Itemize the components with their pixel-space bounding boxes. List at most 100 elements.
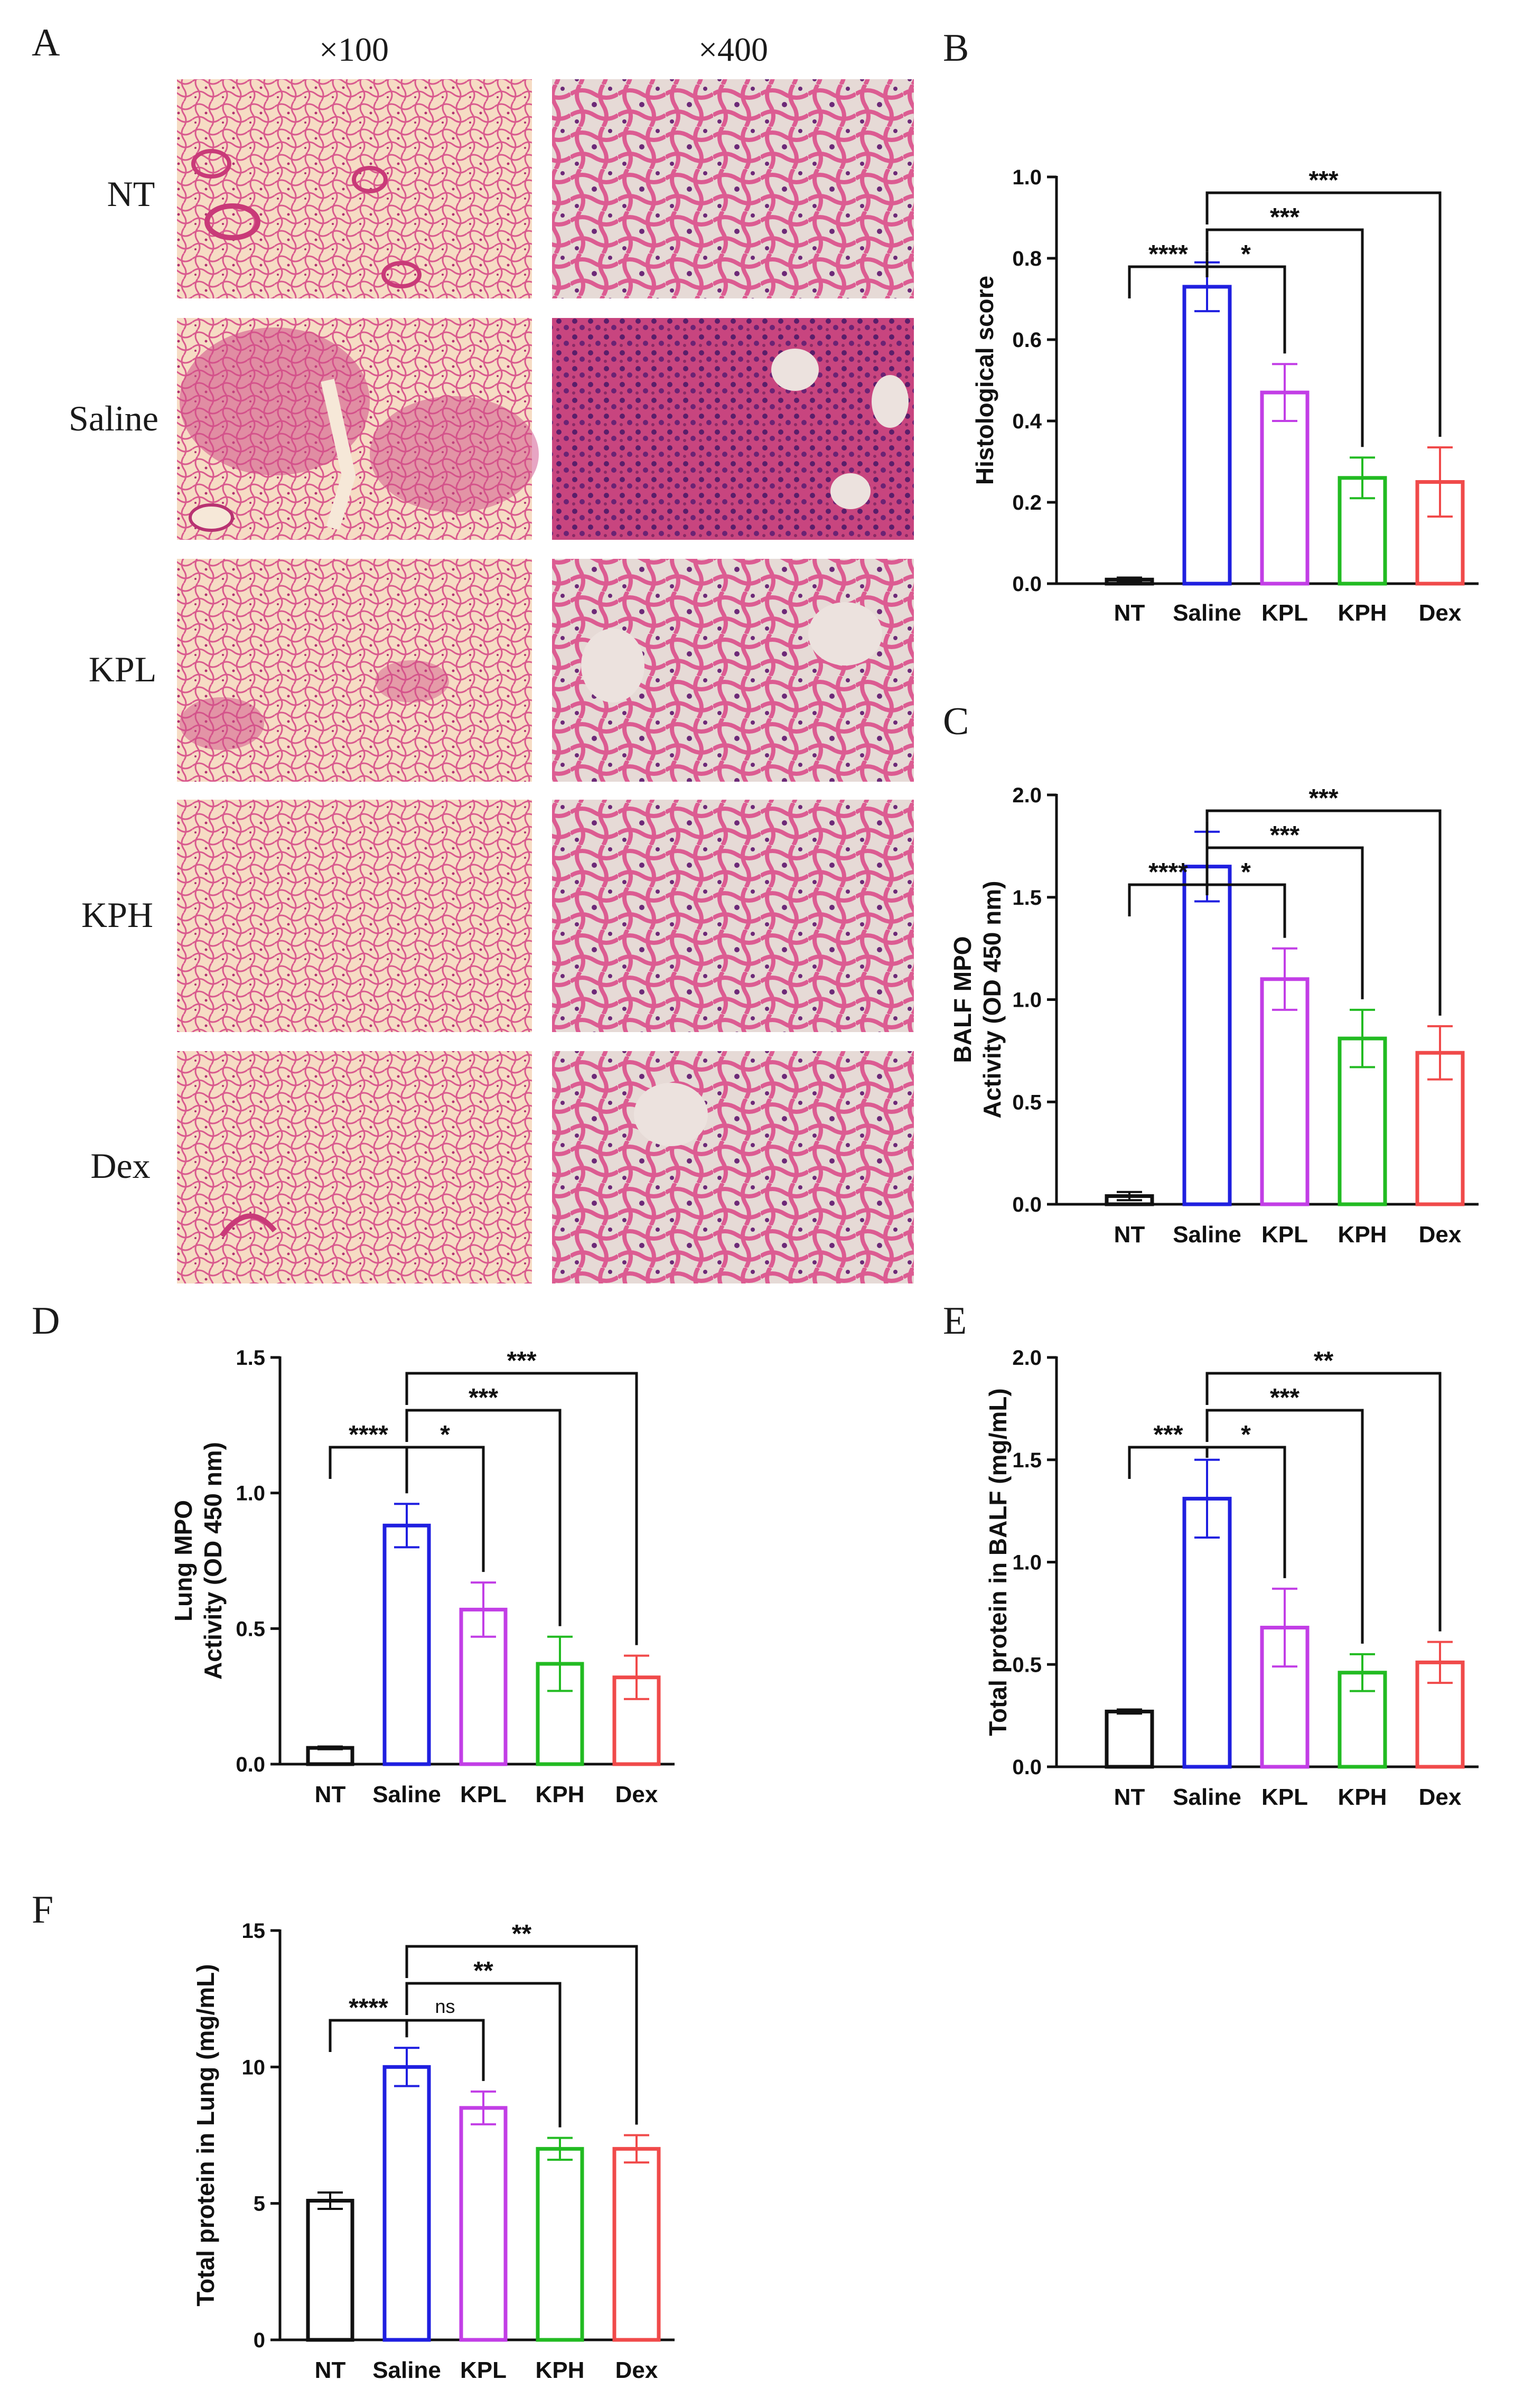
row-label-kpl: KPL — [89, 649, 156, 689]
significance-bracket — [1205, 228, 1364, 447]
bar-saline — [1182, 285, 1232, 586]
y-tick-label: 10 — [242, 2056, 266, 2079]
panel-letter-f: F — [32, 1888, 53, 1932]
significance-label: *** — [469, 1384, 498, 1412]
panel-letter-c: C — [943, 700, 969, 743]
significance-bracket — [405, 1446, 485, 1572]
micrograph-kpl-100x — [177, 559, 532, 782]
y-tick-label: 0.6 — [1012, 329, 1042, 352]
significance-label: *** — [507, 1347, 536, 1375]
significance-bracket — [405, 1982, 562, 2128]
micrograph-dex-400x — [552, 1051, 914, 1283]
micrograph-kph-400x — [552, 800, 914, 1032]
y-tick-label: 1.0 — [1012, 1551, 1042, 1575]
bar-nt — [306, 2199, 354, 2342]
y-axis-title: Total protein in BALF (mg/mL) — [984, 1388, 1012, 1736]
y-axis-title-line: Activity (OD 450 nm) — [978, 881, 1006, 1119]
category-label-saline: Saline — [372, 2357, 441, 2383]
panel-a: A ×100 ×400 NT Saline — [32, 21, 914, 1283]
significance-label: * — [1241, 1421, 1251, 1449]
significance-label: ns — [435, 1995, 455, 2017]
y-axis-title: Total protein in Lung (mg/mL) — [192, 1964, 219, 2306]
y-axis-title-line: BALF MPO — [949, 936, 976, 1063]
y-tick-label: 0.0 — [1012, 573, 1042, 596]
category-label-kph: KPH — [536, 2357, 585, 2383]
y-tick-label: 0.0 — [1012, 1193, 1042, 1216]
category-label-saline: Saline — [1173, 1222, 1241, 1248]
y-tick-label: 1.0 — [1012, 989, 1042, 1012]
row-label-saline: Saline — [69, 398, 158, 438]
category-label-nt: NT — [1114, 600, 1145, 626]
y-tick-label: 2.0 — [1012, 1346, 1042, 1370]
panel-b-chart: B 0.0 0.2 0.4 0.6 0.8 1.0 Histological score NT S… — [943, 26, 1479, 626]
y-tick-label: 1.0 — [236, 1482, 265, 1505]
y-tick-label: 0.5 — [1012, 1653, 1042, 1676]
y-tick-label: 1.0 — [1012, 166, 1042, 189]
category-label-nt: NT — [315, 2357, 346, 2383]
significance-bracket — [1205, 191, 1442, 437]
significance-label: *** — [1308, 784, 1338, 812]
y-tick-label: 2.0 — [1012, 784, 1042, 807]
magnification-label-400: ×400 — [698, 31, 768, 68]
category-label-kph: KPH — [1338, 1222, 1387, 1248]
micrograph-saline-100x — [177, 318, 539, 540]
significance-label: *** — [1308, 166, 1338, 194]
y-tick-label: 15 — [242, 1919, 266, 1943]
micrograph-kph-100x — [177, 800, 532, 1032]
category-label-nt: NT — [1114, 1222, 1145, 1248]
significance-bracket — [1205, 821, 1364, 999]
significance-bracket — [1205, 1409, 1364, 1644]
category-label-dex: Dex — [1419, 600, 1462, 626]
micrograph-nt-400x — [552, 79, 914, 298]
significance-label: *** — [1270, 821, 1299, 849]
bar-kph — [536, 1662, 584, 1766]
panel-letter-e: E — [943, 1299, 967, 1343]
category-label-saline: Saline — [1173, 600, 1241, 626]
panel-letter-d: D — [32, 1299, 60, 1343]
significance-label: **** — [349, 1421, 388, 1449]
significance-label: **** — [349, 1994, 388, 2022]
y-tick-label: 1.5 — [1012, 886, 1042, 910]
magnification-label-100: ×100 — [319, 31, 389, 68]
y-tick-label: 0.2 — [1012, 491, 1042, 514]
category-label-dex: Dex — [1419, 1784, 1462, 1810]
category-label-dex: Dex — [615, 1782, 658, 1807]
category-label-kpl: KPL — [460, 1782, 507, 1807]
significance-label: *** — [1270, 203, 1299, 231]
panel-letter-b: B — [943, 26, 969, 70]
significance-label: **** — [1148, 858, 1188, 886]
category-label-saline: Saline — [1173, 1784, 1241, 1810]
panel-letter-a: A — [32, 21, 60, 64]
y-tick-label: 0.4 — [1012, 410, 1042, 433]
panel-f-chart: F 0 5 10 15 Total protein in Lung (mg/mL) NT Sa… — [32, 1888, 675, 2383]
y-tick-label: 0.0 — [1012, 1756, 1042, 1779]
significance-bracket — [405, 1372, 638, 1645]
significance-label: **** — [1148, 240, 1188, 268]
category-label-dex: Dex — [1419, 1222, 1462, 1248]
bar-kpl — [459, 2106, 508, 2342]
micrograph-nt-100x — [177, 79, 532, 298]
significance-label: ** — [512, 1920, 532, 1948]
y-axis-title-line: Activity (OD 450 nm) — [199, 1442, 227, 1680]
significance-label: ** — [473, 1957, 493, 1985]
significance-bracket — [1205, 821, 1286, 938]
category-label-kph: KPH — [1338, 1784, 1387, 1810]
y-tick-label: 0.8 — [1012, 247, 1042, 270]
bar-kpl — [1260, 390, 1310, 586]
bar-nt — [1105, 1709, 1154, 1769]
category-label-kpl: KPL — [1261, 1222, 1308, 1248]
bar-nt — [306, 1746, 354, 1766]
y-tick-label: 0 — [254, 2329, 265, 2352]
category-label-kph: KPH — [1338, 600, 1387, 626]
significance-bracket — [1205, 251, 1286, 354]
y-axis-title: Lung MPOActivity (OD 450 nm) — [170, 1442, 227, 1680]
category-label-kph: KPH — [536, 1782, 585, 1807]
row-label-kph: KPH — [81, 895, 153, 935]
bar-kpl — [1260, 1626, 1310, 1769]
panel-c-chart: C 0.0 0.5 1.0 1.5 2.0 BALF MPOActivity (OD 450… — [943, 700, 1479, 1248]
micrograph-saline-400x — [552, 318, 914, 540]
micrograph-dex-100x — [177, 1051, 532, 1283]
y-tick-label: 1.5 — [236, 1346, 265, 1370]
significance-label: * — [440, 1421, 450, 1449]
